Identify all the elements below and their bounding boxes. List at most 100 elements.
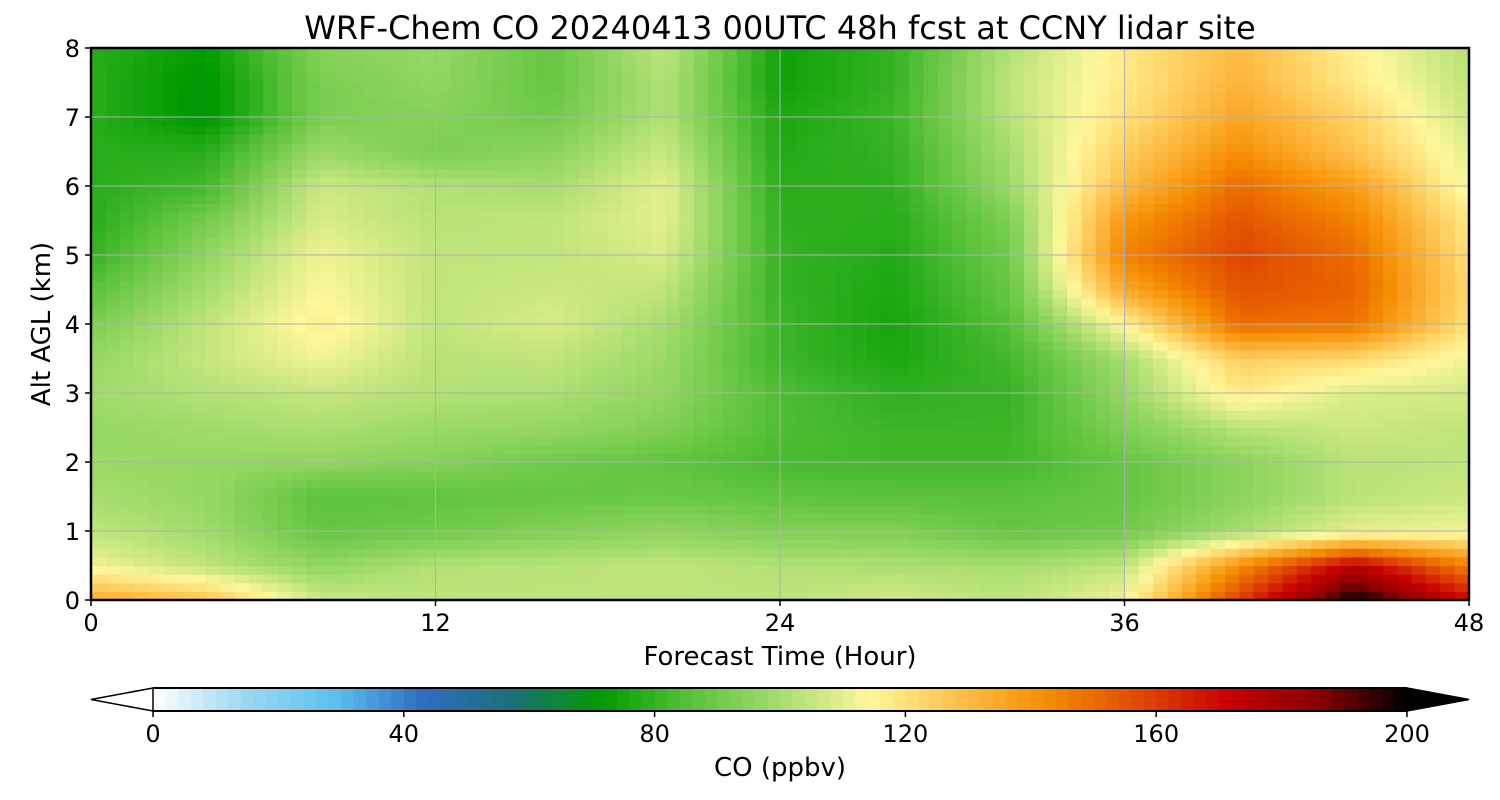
heatmap-cell (234, 505, 250, 515)
heatmap-cell (909, 436, 925, 446)
heatmap-cell (607, 548, 623, 558)
heatmap-cell (837, 186, 853, 196)
heatmap-cell (665, 384, 681, 394)
heatmap-cell (277, 418, 293, 429)
heatmap-cell (1038, 220, 1054, 230)
heatmap-cell (263, 56, 279, 66)
heatmap-cell (464, 453, 480, 463)
heatmap-cell (995, 160, 1011, 170)
heatmap-cell (851, 315, 867, 325)
heatmap-cell (162, 513, 178, 523)
heatmap-cell (148, 272, 164, 282)
heatmap-cell (91, 263, 106, 273)
heatmap-cell (937, 99, 953, 109)
heatmap-cell (880, 48, 896, 58)
heatmap-cell (191, 289, 207, 299)
heatmap-cell (909, 556, 925, 567)
heatmap-cell (220, 358, 236, 368)
heatmap-cell (607, 591, 623, 600)
heatmap-cell (478, 48, 494, 58)
heatmap-cell (1067, 246, 1083, 256)
heatmap-cell (449, 263, 465, 273)
heatmap-cell (205, 332, 221, 342)
heatmap-cell (550, 315, 566, 325)
heatmap-cell (952, 548, 968, 558)
heatmap-cell (679, 298, 695, 308)
heatmap-cell (722, 548, 738, 558)
heatmap-cell (593, 99, 609, 109)
heatmap-cell (492, 220, 508, 230)
heatmap-cell (808, 513, 824, 523)
heatmap-cell (1124, 108, 1140, 118)
heatmap-cell (449, 255, 465, 265)
heatmap-cell (1153, 427, 1169, 437)
heatmap-cell (263, 289, 279, 299)
heatmap-cell (808, 479, 824, 489)
heatmap-cell (736, 56, 752, 66)
heatmap-cell (966, 487, 982, 498)
heatmap-cell (665, 56, 681, 66)
heatmap-cell (234, 125, 250, 135)
heatmap-cell (406, 229, 422, 239)
heatmap-cell (349, 229, 365, 239)
heatmap-cell (851, 367, 867, 377)
heatmap-cell (421, 548, 437, 558)
heatmap-cell (1052, 479, 1068, 489)
heatmap-cell (966, 246, 982, 256)
heatmap-cell (406, 496, 422, 506)
heatmap-cell (794, 134, 810, 144)
heatmap-cell (708, 444, 724, 454)
heatmap-cell (1009, 289, 1025, 299)
heatmap-cell (765, 358, 781, 368)
heatmap-cell (780, 505, 795, 515)
heatmap-cell (579, 56, 594, 66)
heatmap-cell (593, 56, 609, 66)
heatmap-cell (263, 125, 279, 135)
heatmap-cell (1124, 539, 1140, 549)
heatmap-cell (780, 324, 795, 334)
heatmap-cell (105, 160, 121, 170)
heatmap-cell (1110, 56, 1126, 66)
heatmap-cell (679, 582, 695, 592)
heatmap-cell (823, 384, 839, 394)
heatmap-cell (1196, 177, 1212, 187)
heatmap-cell (866, 479, 882, 489)
heatmap-cell (291, 349, 307, 360)
heatmap-cell (679, 548, 695, 558)
heatmap-cell (1110, 229, 1126, 239)
heatmap-cell (119, 522, 135, 532)
heatmap-cell (866, 91, 882, 101)
heatmap-cell (1124, 556, 1140, 567)
heatmap-cell (191, 298, 207, 308)
heatmap-cell (1095, 160, 1111, 170)
heatmap-cell (679, 496, 695, 506)
heatmap-cell (464, 341, 480, 351)
heatmap-cell (406, 289, 422, 299)
heatmap-cell (751, 496, 767, 506)
heatmap-cell (866, 358, 882, 368)
heatmap-cell (1124, 315, 1140, 325)
heatmap-cell (1167, 108, 1183, 118)
heatmap-cell (320, 168, 336, 178)
heatmap-cell (234, 142, 250, 153)
heatmap-cell (923, 436, 939, 446)
heatmap-cell (392, 272, 408, 282)
heatmap-cell (191, 496, 207, 506)
heatmap-cell (478, 505, 494, 515)
heatmap-cell (808, 401, 824, 411)
heatmap-cell (995, 91, 1011, 101)
heatmap-cell (1009, 513, 1025, 523)
heatmap-cell (679, 306, 695, 316)
heatmap-cell (1124, 151, 1140, 161)
heatmap-cell (535, 324, 551, 334)
heatmap-cell (622, 82, 638, 92)
heatmap-cell (909, 125, 925, 135)
heatmap-cell (1124, 531, 1140, 541)
heatmap-cell (507, 280, 523, 291)
heatmap-cell (1024, 108, 1039, 118)
heatmap-cell (909, 513, 925, 523)
heatmap-cell (105, 298, 121, 308)
heatmap-cell (650, 151, 666, 161)
heatmap-cell (349, 99, 365, 109)
heatmap-cell (751, 65, 767, 75)
